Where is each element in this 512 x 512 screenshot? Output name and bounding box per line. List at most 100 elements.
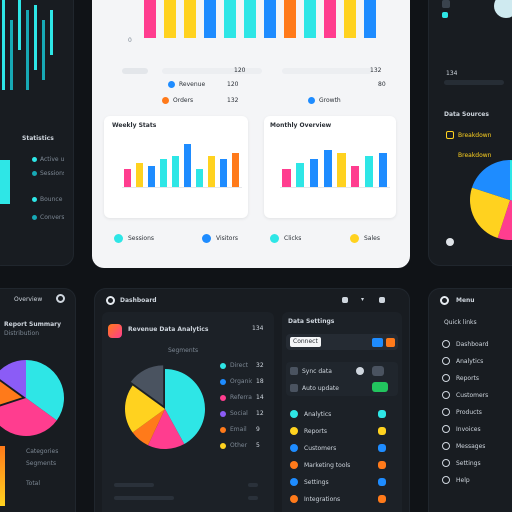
report-pie (0, 360, 64, 436)
legend-value-growth: 80 (378, 81, 386, 88)
chart-bar (296, 162, 305, 187)
revenue-title: Revenue Data Analytics (128, 326, 209, 333)
settings-connect[interactable]: Connect (290, 337, 321, 347)
settings-row-1[interactable]: Sync data Auto update (286, 362, 398, 396)
panel-dashboard: Dashboard ▾ Revenue Data Analytics 134 S… (94, 288, 410, 512)
menu-item-label: Messages (456, 443, 486, 450)
legend-row-1: 120 132 (122, 66, 388, 76)
menu-item-icon (442, 357, 450, 365)
settings-field[interactable]: Connect (286, 334, 398, 350)
app-icon-small (442, 12, 448, 18)
dashboard-header: Dashboard (120, 297, 157, 304)
panel-report: Overview Report Summary Distribution Cat… (0, 288, 76, 512)
revenue-footer-line-3 (248, 483, 258, 487)
list-item-dot (290, 444, 298, 452)
report-header-icon (56, 294, 65, 303)
row-label-2: Auto update (302, 385, 339, 392)
list-item-dot (290, 478, 298, 486)
sources-note: Breakdown (458, 152, 492, 159)
legend-dot-sessions (114, 234, 123, 243)
pie-legend-item: Direct 32 (220, 362, 270, 372)
list-item[interactable]: Marketing tools (286, 459, 398, 471)
top-bar (304, 0, 316, 38)
settings-orange-btn[interactable] (386, 338, 395, 347)
list-item[interactable]: Customers (286, 442, 398, 454)
stats-title: Statistics (22, 135, 54, 142)
menu-item[interactable]: Messages (442, 440, 512, 452)
legend-value: 9 (256, 426, 260, 433)
legend-dot-clicks (270, 234, 279, 243)
pie-slice (0, 381, 23, 405)
header-wifi-icon[interactable]: ▾ (361, 296, 365, 303)
menu-item[interactable]: Help (442, 474, 512, 486)
menu-item-icon (442, 476, 450, 484)
chart-card-revenue: Revenue Data Analytics 134 Segments Dire… (102, 312, 274, 512)
pie-legend-item: Referral 14 (220, 394, 270, 404)
list-item-toggle[interactable] (378, 461, 386, 469)
menu-item-label: Dashboard (456, 341, 489, 348)
list-item-toggle[interactable] (378, 444, 386, 452)
list-item-toggle[interactable] (378, 495, 386, 503)
weekly-bar-chart (122, 138, 242, 188)
menu-sub: Quick links (444, 319, 477, 326)
list-item-dot (290, 495, 298, 503)
legend-value: 18 (256, 378, 264, 385)
menu-item[interactable]: Customers (442, 389, 512, 401)
list-item-toggle[interactable] (378, 427, 386, 435)
list-item-toggle[interactable] (378, 478, 386, 486)
menu-item[interactable]: Reports (442, 372, 512, 384)
legend-label: Social (230, 410, 248, 417)
chart-bar (220, 159, 228, 187)
legend-dot (220, 363, 226, 369)
menu-list: Dashboard Analytics Reports Customers Produc… (442, 338, 512, 512)
menu-item[interactable]: Analytics (442, 355, 512, 367)
menu-item[interactable]: Invoices (442, 423, 512, 435)
row-switch[interactable] (372, 366, 384, 376)
menu-item-icon (442, 391, 450, 399)
top-bar (184, 0, 196, 38)
legend-dot (220, 427, 226, 433)
menu-item[interactable]: Settings (442, 457, 512, 469)
menu-item[interactable]: Dashboard (442, 338, 512, 350)
top-bar (264, 0, 276, 38)
header-icon-a[interactable] (342, 297, 348, 303)
menu-item-icon (442, 425, 450, 433)
menu-item[interactable]: Products (442, 406, 512, 418)
chart-title: Monthly Overview (270, 122, 332, 129)
panel-statistics: Statistics Active users Sessions Bounce … (0, 0, 74, 266)
sources-icon (446, 131, 454, 139)
chart-title: Weekly Stats (112, 122, 157, 129)
top-bar (224, 0, 236, 38)
chart-bar (172, 156, 180, 187)
settings-blue-btn[interactable] (372, 338, 383, 347)
list-item[interactable]: Integrations (286, 493, 398, 505)
pie-slice (497, 200, 512, 240)
legend-dot-sales (350, 234, 359, 243)
chart-bar (184, 144, 192, 187)
top-bar (164, 0, 176, 38)
menu-item-label: Products (456, 409, 482, 416)
list-item[interactable]: Settings (286, 476, 398, 488)
settings-title: Data Settings (288, 318, 335, 325)
legend-dot-growth (308, 97, 315, 104)
row-toggle[interactable] (356, 367, 364, 375)
list-item-toggle[interactable] (378, 410, 386, 418)
row-green-toggle[interactable] (372, 382, 388, 392)
legend-sales: Sales (364, 235, 380, 242)
menu-item-label: Reports (456, 375, 480, 382)
panel-analytics-light: 0 120 132 Revenue 120 Orders 132 Growth … (92, 0, 410, 268)
revenue-pie-legend: Direct 32 Organic 18 Referral 14 Social 12 Email… (220, 362, 270, 472)
pie-legend-item: Other 5 (220, 442, 270, 452)
sources-pie (470, 160, 512, 240)
legend-label: Organic (230, 378, 252, 385)
pie-slice (471, 160, 510, 200)
menu-logo-icon (440, 296, 449, 305)
header-icon-b[interactable] (379, 297, 385, 303)
pie-legend-item: Email 9 (220, 426, 270, 436)
legend-dot-orders (162, 97, 169, 104)
revenue-footer-line (114, 483, 154, 487)
revenue-icon (108, 324, 122, 338)
list-item[interactable]: Analytics (286, 408, 398, 420)
menu-item-icon (442, 340, 450, 348)
list-item[interactable]: Reports (286, 425, 398, 437)
